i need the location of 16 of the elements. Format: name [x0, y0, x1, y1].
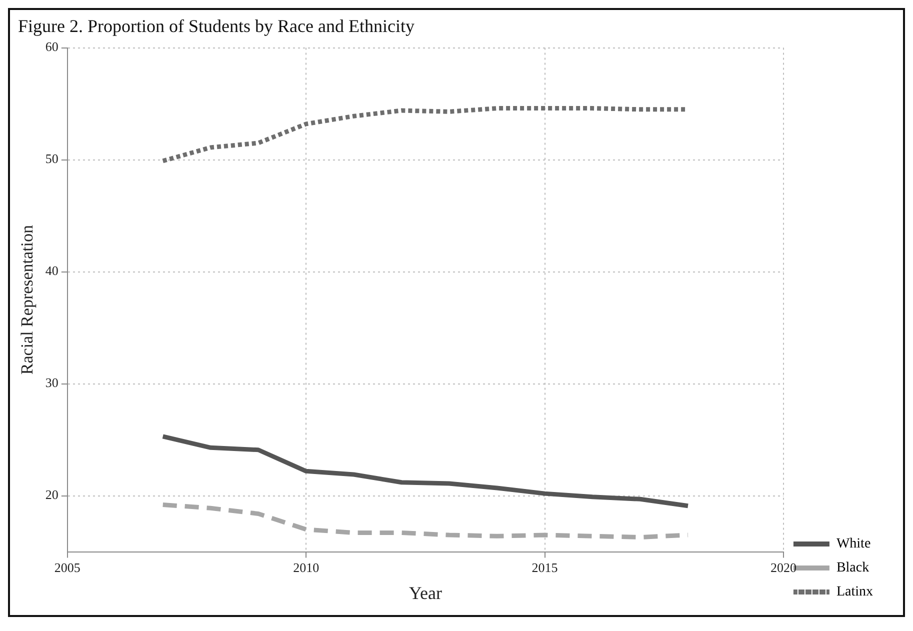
chart-title: Figure 2. Proportion of Students by Race and Ethnicity [17, 15, 416, 37]
legend-label: Latinx [836, 584, 873, 600]
x-tick-label: 2020 [770, 560, 796, 576]
x-axis-title: Year [408, 582, 442, 603]
line-series [160, 502, 690, 540]
x-tick-label: 2005 [54, 560, 80, 576]
y-tick-label: 40 [45, 263, 58, 278]
y-tick-label: 50 [45, 151, 58, 166]
y-axis-title: Racial Representation [18, 224, 37, 375]
x-tick-label: 2015 [532, 560, 558, 576]
legend-label: Black [836, 560, 870, 576]
y-tick-label: 60 [45, 39, 58, 54]
x-tick-label: 2010 [293, 560, 320, 576]
y-tick-label: 30 [45, 375, 58, 390]
legend-label: White [836, 536, 871, 552]
y-tick-label: 20 [45, 487, 58, 502]
